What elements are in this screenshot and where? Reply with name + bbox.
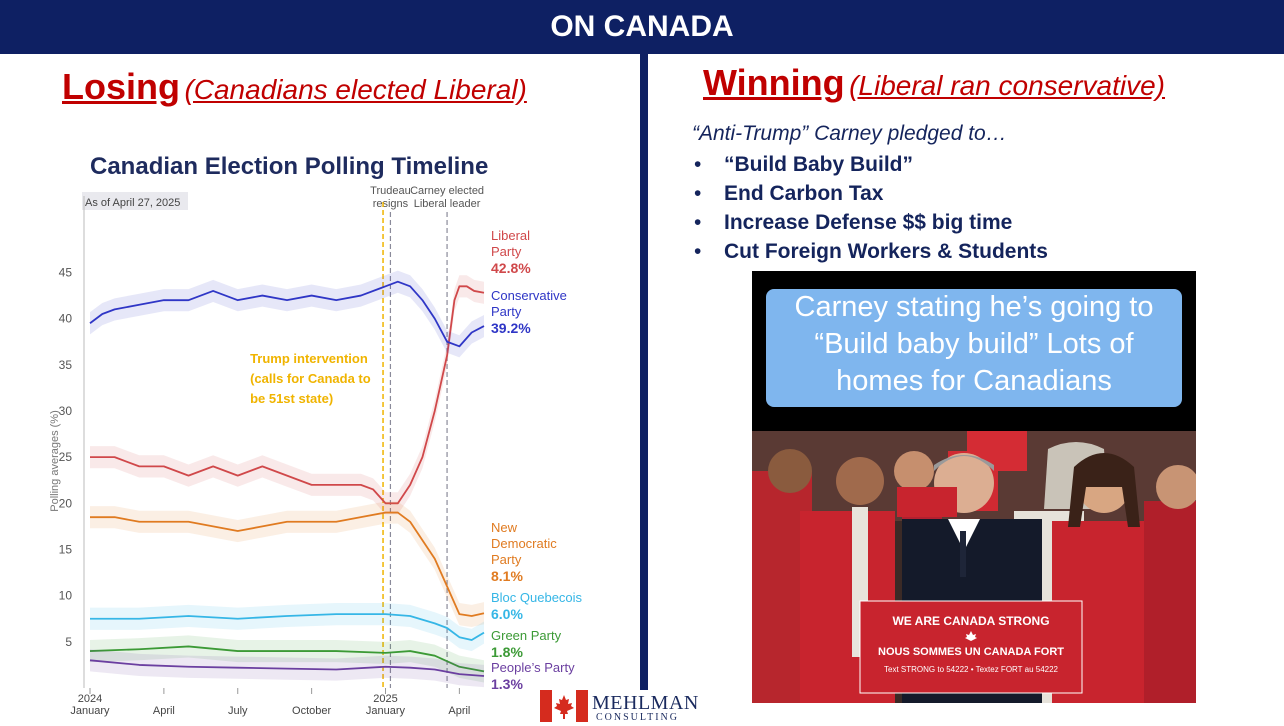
y-tick-label: 25: [59, 450, 73, 464]
pledge-item: • Increase Defense $$ big time: [692, 208, 1048, 237]
pledge-item: • “Build Baby Build”: [692, 150, 1048, 179]
event-label: Carney elected: [410, 185, 484, 197]
series-value-label: 6.0%: [491, 606, 523, 622]
right-heading: Winning (Liberal ran conservative): [703, 62, 1165, 104]
series-line: [89, 645, 485, 673]
event-label: Liberal leader: [414, 198, 481, 210]
bullet-glyph: •: [694, 153, 702, 176]
caption-line: homes for Canadians: [836, 365, 1112, 397]
y-tick-label: 35: [59, 358, 73, 372]
trump-annotation-line: (calls for Canada to: [250, 371, 371, 386]
x-tick-label: October: [292, 705, 331, 717]
left-heading-main: Losing: [62, 66, 180, 107]
logo-sub: CONSULTING: [596, 712, 679, 723]
y-tick-label: 15: [59, 542, 73, 556]
y-tick-label: 40: [59, 312, 73, 326]
pledge-item: • End Carbon Tax: [692, 179, 1048, 208]
series-name: Party: [491, 244, 522, 259]
pledge-intro: “Anti-Trump” Carney pledged to…: [692, 122, 1007, 145]
podium-line-1: WE ARE CANADA STRONG: [892, 614, 1049, 628]
series-name: Party: [491, 552, 522, 567]
x-tick-label: April: [448, 705, 470, 717]
bullet-glyph: •: [694, 240, 702, 263]
series-band: [90, 603, 484, 652]
series-value-label: 1.3%: [491, 676, 523, 692]
pledge-text: Increase Defense $$ big time: [724, 211, 1013, 234]
caption-line: Carney stating he’s going to: [794, 291, 1154, 323]
video-still: Carney stating he’s going to “Build baby…: [752, 271, 1196, 703]
series-name: Party: [491, 304, 522, 319]
y-tick-label: 10: [59, 589, 73, 603]
polling-chart: Canadian Election Polling Timeline As of…: [44, 140, 624, 720]
series-value-label: 1.8%: [491, 644, 523, 660]
pledge-text: “Build Baby Build”: [724, 153, 913, 176]
bullet-glyph: •: [694, 211, 702, 234]
x-tick-year: 2024: [78, 693, 102, 705]
event-label: Trudeau: [370, 185, 411, 197]
rally-scene: WE ARE CANADA STRONG NOUS SOMMES UN CANA…: [752, 431, 1196, 703]
series-name: Bloc Quebecois: [491, 590, 583, 605]
left-heading-sub: (Canadians elected Liberal): [184, 74, 527, 105]
chart-title: Canadian Election Polling Timeline: [90, 153, 488, 180]
logo-name: MEHLMAN: [592, 692, 699, 714]
podium-sign: WE ARE CANADA STRONG NOUS SOMMES UN CANA…: [859, 600, 1083, 694]
polling-chart-svg: Canadian Election Polling Timeline As of…: [49, 153, 583, 717]
video-caption-box: [766, 289, 1182, 407]
trump-annotation-line: be 51st state): [250, 391, 333, 406]
series-line: [90, 613, 485, 641]
x-tick-year: 2025: [373, 693, 397, 705]
series-value-label: 39.2%: [491, 320, 531, 336]
series-band: [90, 270, 484, 358]
series-name: Green Party: [491, 628, 562, 643]
series-name: New: [491, 520, 518, 535]
video-caption: Carney stating he’s going to “Build baby…: [762, 289, 1186, 400]
chart-subtitle: As of April 27, 2025: [85, 197, 180, 209]
trump-annotation-line: Trump intervention: [250, 351, 368, 366]
y-axis-label: Polling averages (%): [49, 410, 61, 512]
right-heading-main: Winning: [703, 62, 845, 103]
pledge-text: Cut Foreign Workers & Students: [724, 240, 1048, 263]
banner-title: ON CANADA: [0, 0, 1284, 54]
series-name: Conservative: [491, 288, 567, 303]
event-label: resigns: [373, 198, 409, 210]
series-name: Liberal: [491, 228, 530, 243]
x-tick-label: April: [153, 705, 175, 717]
podium-line-2: NOUS SOMMES UN CANADA FORT: [878, 646, 1064, 658]
series-line: [89, 659, 485, 677]
subtitle-box: [82, 192, 188, 210]
mehlman-logo: MEHLMAN CONSULTING: [540, 688, 698, 724]
series-line: [90, 511, 485, 617]
series-name: People’s Party: [491, 660, 575, 675]
series-line: [90, 285, 485, 505]
canada-flag-icon: [540, 690, 588, 722]
y-tick-label: 45: [59, 265, 73, 279]
series-band: [90, 501, 484, 628]
podium-line-3: Text STRONG to 54222 • Textez FORT au 54…: [884, 665, 1059, 674]
series-value-label: 8.1%: [491, 568, 523, 584]
x-tick-label: July: [228, 705, 248, 717]
pledge-item: • Cut Foreign Workers & Students: [692, 237, 1048, 266]
column-divider: [640, 54, 648, 690]
y-tick-label: 30: [59, 404, 73, 418]
x-tick-label: January: [70, 705, 110, 717]
pledge-text: End Carbon Tax: [724, 182, 884, 205]
series-value-label: 42.8%: [491, 260, 531, 276]
maple-leaf-icon: [965, 631, 977, 641]
caption-line: “Build baby build” Lots of: [814, 328, 1134, 360]
series-line: [89, 280, 485, 348]
right-heading-sub: (Liberal ran conservative): [849, 70, 1166, 101]
series-band: [90, 275, 484, 515]
series-name: Democratic: [491, 536, 557, 551]
left-heading: Losing (Canadians elected Liberal): [62, 66, 527, 108]
y-tick-label: 20: [59, 496, 73, 510]
y-tick-label: 5: [65, 635, 72, 649]
bullet-glyph: •: [694, 182, 702, 205]
x-tick-label: January: [366, 705, 406, 717]
pledge-list: • “Build Baby Build” • End Carbon Tax • Inc…: [692, 150, 1048, 266]
